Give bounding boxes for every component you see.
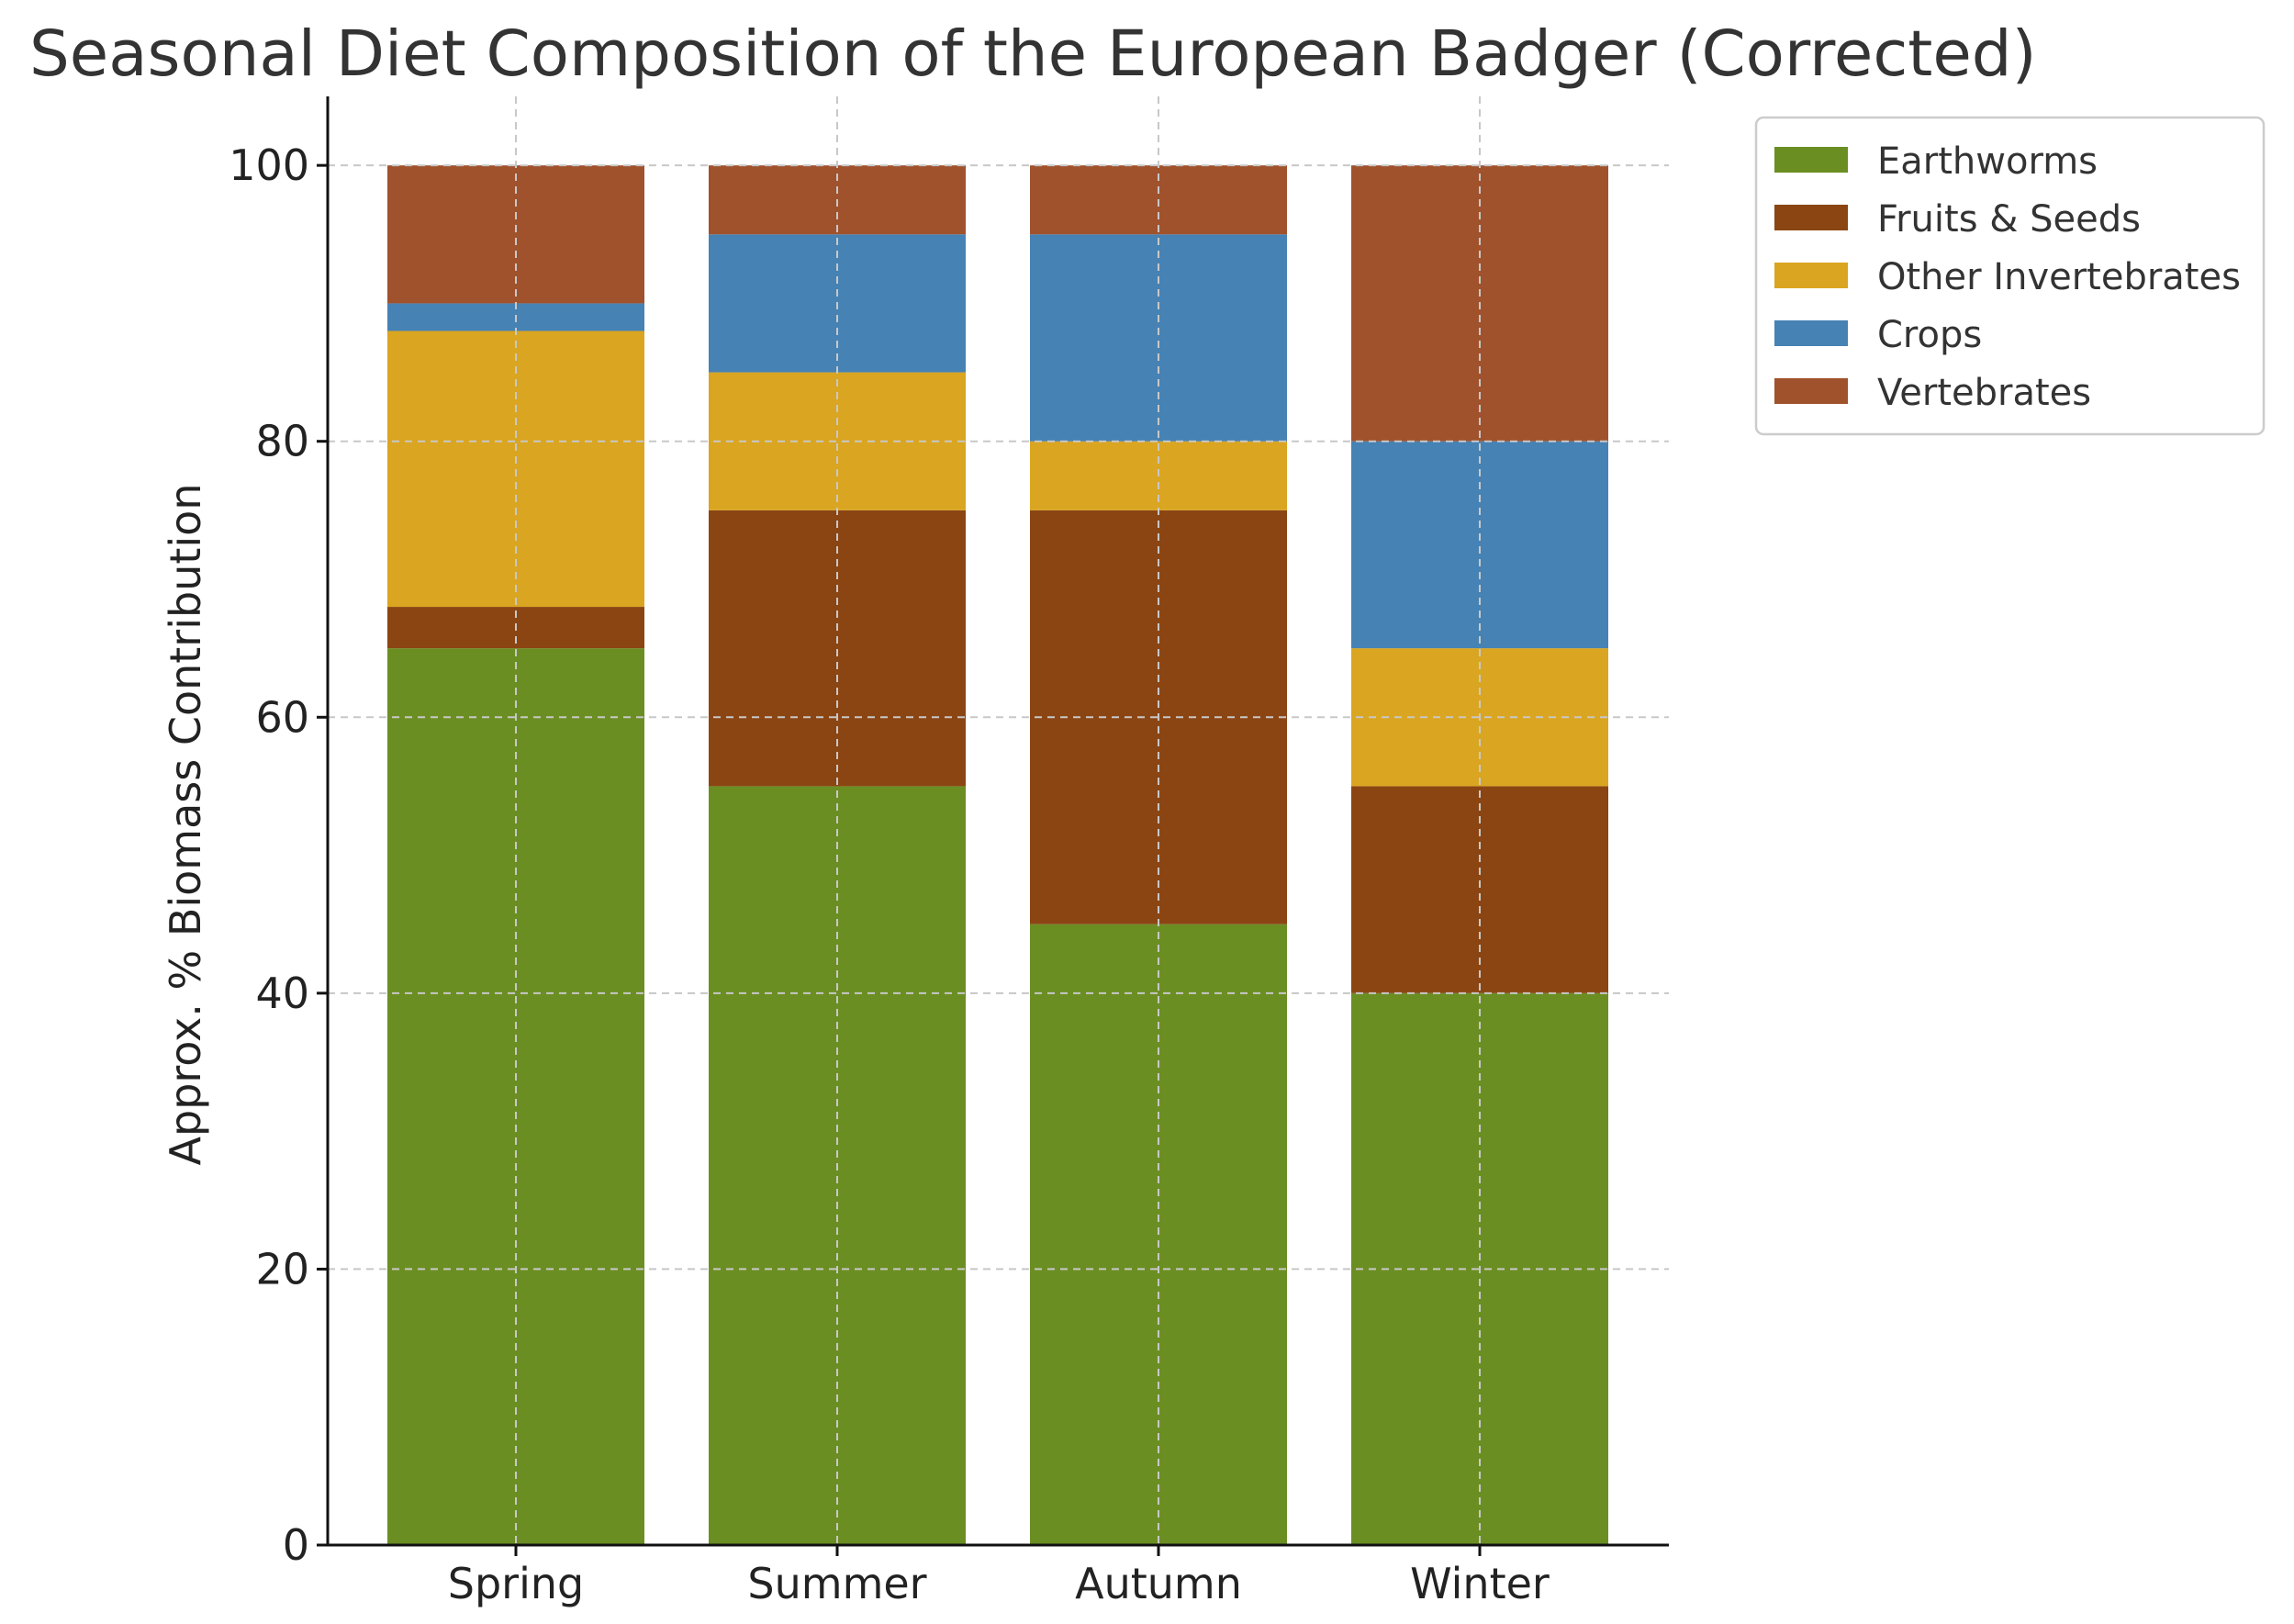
legend-label: Vertebrates <box>1877 372 2091 414</box>
x-tick-label: Winter <box>1410 1559 1550 1608</box>
x-tick-label: Summer <box>747 1559 926 1608</box>
legend-swatch <box>1774 320 1848 346</box>
legend-box <box>1754 116 2266 436</box>
legend: Earthworms Fruits & Seeds Other Invertebra… <box>1754 116 2266 436</box>
y-axis-label: Approx. % Biomass Contribution <box>161 484 210 1166</box>
y-tick-label: 80 <box>255 417 309 466</box>
x-tick-label: Autumn <box>1075 1559 1242 1608</box>
legend-swatch <box>1774 205 1848 230</box>
legend-label: Earthworms <box>1877 140 2098 183</box>
x-tick-label: Spring <box>448 1559 584 1608</box>
y-tick-label: 20 <box>255 1244 309 1294</box>
legend-label: Other Invertebrates <box>1877 256 2241 298</box>
legend-label: Crops <box>1877 314 1982 356</box>
y-tick-label: 100 <box>229 140 309 190</box>
bars <box>387 165 1608 1545</box>
y-tick-label: 0 <box>283 1520 309 1570</box>
legend-label: Fruits & Seeds <box>1877 198 2141 241</box>
grid-lines <box>328 96 1669 1545</box>
axes: 0 20 40 60 80 100 Spring Summer Autumn Winter <box>229 96 1669 1608</box>
y-tick-label: 60 <box>255 692 309 742</box>
chart-title: Seasonal Diet Composition of the Europea… <box>29 17 2037 91</box>
legend-swatch <box>1774 147 1848 173</box>
legend-swatch <box>1774 378 1848 404</box>
y-tick-label: 40 <box>255 969 309 1018</box>
legend-swatch <box>1774 263 1848 288</box>
